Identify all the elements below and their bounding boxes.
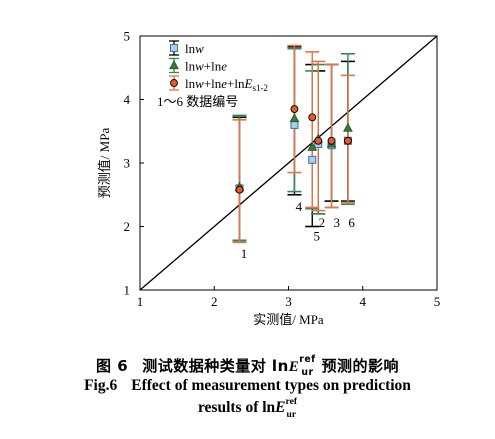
data-point-triangle <box>307 141 318 151</box>
caption-zh-label: 图 6 <box>96 357 129 375</box>
data-point-circle <box>314 136 323 145</box>
caption-en-symbol-sub: ur <box>286 409 297 421</box>
data-point-circle <box>290 105 299 113</box>
legend-marker-triangle <box>169 60 179 70</box>
data-point-triangle <box>289 113 300 123</box>
y-tick-label: 2 <box>124 219 131 234</box>
legend-label: lnw+lne+lnEs1-2 <box>185 76 268 93</box>
y-tick-label: 5 <box>124 29 131 44</box>
legend-marker-square <box>170 44 178 52</box>
y-tick-label: 3 <box>124 156 131 171</box>
caption-en-text-2: results of ln <box>197 399 276 417</box>
data-point-square <box>308 155 317 164</box>
point-labels-group: 1 452 3 6 <box>241 199 356 261</box>
x-axis-label: 实测值/ MPa <box>253 312 324 327</box>
y-axis-label: 预测值/ MPa <box>97 128 112 199</box>
caption-zh-symbol-sup: ref <box>299 353 316 365</box>
point-label: 5 <box>313 228 320 243</box>
point-label: 4 <box>296 199 303 214</box>
y-tick-label: 1 <box>124 283 131 298</box>
point-label: 1 <box>241 246 248 261</box>
point-label: 2 <box>319 215 326 230</box>
legend: lnw lnw+lne lnw+lne+lnEs1-2 <box>169 40 268 93</box>
caption-en-text-1: Effect of measurement types on predictio… <box>131 377 411 394</box>
point-label: 3 <box>334 215 341 230</box>
caption-en-label: Fig.6 <box>84 377 118 394</box>
data-point-circle <box>235 185 244 194</box>
data-point-circle <box>308 113 317 122</box>
x-tick-label: 2 <box>211 294 218 309</box>
figure-caption-en-line1: Fig.6 Effect of measurement types on pred… <box>0 377 495 395</box>
caption-zh-symbol: E <box>288 359 300 375</box>
reference-line-group <box>139 35 438 291</box>
reference-line <box>139 35 438 291</box>
data-point-circle <box>343 136 352 145</box>
figure-caption-zh: 图 6 测试数据种类量对 lnE ref ur 预测的影响 <box>0 353 495 378</box>
figure-caption-en-line2: results of lnE ref ur <box>0 395 495 421</box>
legend-note: 1～6 数据编号 <box>157 94 238 109</box>
legend-marker-circle <box>170 79 178 87</box>
x-tick-label: 3 <box>285 294 292 309</box>
caption-en-symbol: E <box>275 399 286 417</box>
legend-label: lnw <box>185 41 204 56</box>
plot-frame <box>139 35 438 291</box>
caption-zh-text-b: 预测的影响 <box>321 357 399 375</box>
caption-zh-text-a: 测试数据种类量对 ln <box>142 357 289 375</box>
markers-group <box>234 105 353 194</box>
data-point-triangle <box>343 122 353 132</box>
y-tick-label: 4 <box>124 92 131 107</box>
x-tick-label: 1 <box>137 294 144 309</box>
x-tick-label: 5 <box>434 294 441 309</box>
data-point-square <box>290 120 299 129</box>
data-point-circle <box>327 136 336 145</box>
x-tick-label: 4 <box>360 294 367 309</box>
point-label: 6 <box>348 215 355 230</box>
caption-en-symbol-sup: ref <box>285 395 298 407</box>
legend-label: lnw+lne <box>185 59 227 74</box>
caption-zh-symbol-sub: ur <box>301 366 314 378</box>
